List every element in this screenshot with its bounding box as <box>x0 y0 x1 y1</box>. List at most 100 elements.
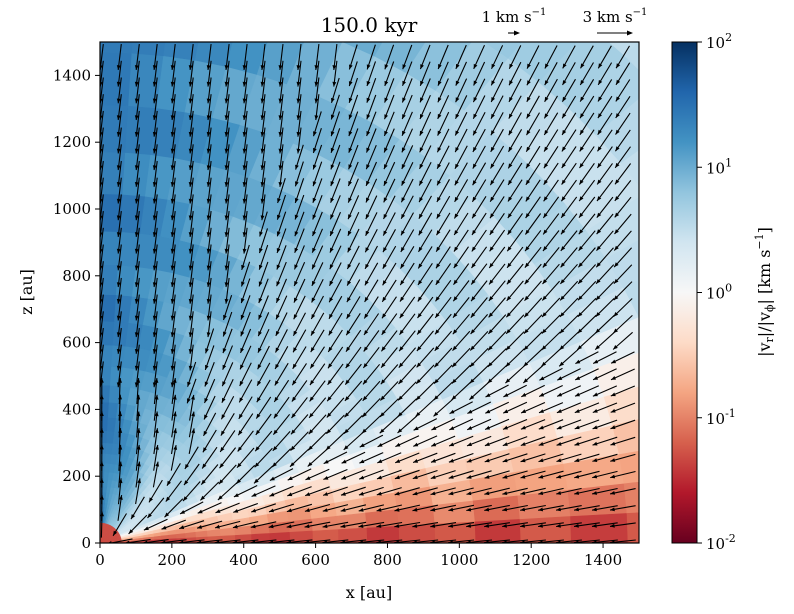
velocity-arrow <box>328 279 342 303</box>
colorbar-ticks: 10-2 10-1 100 101 102 <box>697 31 736 553</box>
heatmap-cell <box>153 535 162 541</box>
velocity-arrow <box>214 539 241 543</box>
velocity-arrow <box>542 196 560 219</box>
velocity-arrow <box>152 311 158 338</box>
velocity-arrow <box>171 394 177 421</box>
velocity-arrow <box>340 521 367 528</box>
y-tick-label: 400 <box>62 400 91 418</box>
velocity-arrow <box>596 213 614 235</box>
velocity-arrow <box>224 44 230 70</box>
x-tick-label: 200 <box>158 551 187 569</box>
velocity-arrow <box>206 160 212 187</box>
velocity-arrow <box>327 346 344 369</box>
velocity-arrow <box>595 314 615 334</box>
velocity-arrow <box>485 384 509 398</box>
velocity-arrow <box>347 211 360 237</box>
velocity-arrow <box>467 401 492 414</box>
velocity-arrow <box>328 312 343 336</box>
velocity-arrow <box>170 144 176 171</box>
x-axis-ticks: 0 200 400 600 800 1000 1200 1400 <box>95 543 622 569</box>
velocity-arrow <box>487 331 507 351</box>
velocity-arrow <box>524 230 542 252</box>
velocity-arrow <box>188 244 194 271</box>
velocity-arrow <box>278 44 284 70</box>
velocity-arrow <box>470 280 488 302</box>
velocity-arrow <box>614 180 632 202</box>
velocity-arrow <box>206 127 212 154</box>
velocity-arrow <box>508 45 522 69</box>
velocity-arrow <box>254 447 273 468</box>
velocity-arrow <box>574 368 599 381</box>
velocity-arrow <box>189 394 195 421</box>
velocity-arrow <box>416 313 434 335</box>
velocity-arrow <box>188 277 194 304</box>
velocity-arrow <box>236 447 255 469</box>
x-tick-label: 1400 <box>584 551 622 569</box>
velocity-arrow <box>562 62 576 86</box>
heatmap-cell <box>519 516 572 543</box>
velocity-arrow <box>170 294 176 321</box>
velocity-arrow <box>398 347 417 368</box>
heatmap-cell <box>593 352 639 398</box>
velocity-arrow <box>579 129 595 152</box>
velocity-arrow <box>508 129 523 153</box>
velocity-arrow <box>419 78 431 103</box>
velocity-arrow <box>485 401 510 414</box>
velocity-arrow <box>134 110 140 137</box>
velocity-arrow <box>537 539 564 543</box>
velocity-arrow <box>239 345 252 370</box>
velocity-arrow <box>134 127 140 154</box>
velocity-arrow <box>415 381 435 401</box>
velocity-arrow <box>346 279 361 303</box>
velocity-arrow <box>466 487 492 496</box>
velocity-arrow <box>490 61 504 86</box>
velocity-arrow <box>615 112 631 135</box>
velocity-arrow <box>383 94 395 120</box>
velocity-arrow <box>416 347 435 368</box>
velocity-arrow <box>152 211 158 237</box>
velocity-arrow <box>376 469 402 480</box>
velocity-arrow <box>364 228 378 253</box>
velocity-arrow <box>255 413 272 436</box>
velocity-arrow <box>148 479 163 503</box>
velocity-arrow <box>188 44 194 70</box>
velocity-arrow <box>542 247 560 268</box>
velocity-arrow <box>164 498 184 518</box>
velocity-arrow <box>412 452 438 464</box>
velocity-arrow <box>448 522 475 528</box>
y-tick-label: 1200 <box>53 133 91 151</box>
velocity-arrow <box>379 398 399 418</box>
velocity-arrow <box>419 44 431 70</box>
velocity-arrow <box>596 230 614 251</box>
velocity-arrow <box>215 502 240 514</box>
velocity-arrow <box>292 346 307 370</box>
velocity-arrow <box>260 77 266 104</box>
velocity-arrow <box>502 401 528 414</box>
velocity-arrow <box>596 146 613 169</box>
velocity-arrow <box>327 363 344 386</box>
heatmap-cell <box>735 163 794 223</box>
velocity-arrow <box>251 485 276 498</box>
velocity-arrow <box>152 144 158 171</box>
velocity-arrow <box>260 94 266 121</box>
velocity-arrow <box>525 179 541 202</box>
velocity-arrow <box>170 227 176 254</box>
velocity-arrow <box>417 279 434 302</box>
colorbar-tick-label: 10-1 <box>706 407 736 428</box>
velocity-arrow <box>506 246 524 269</box>
velocity-arrow <box>241 244 250 271</box>
velocity-arrow <box>610 470 636 479</box>
velocity-arrow <box>197 502 222 514</box>
velocity-arrow <box>256 362 271 386</box>
velocity-arrow <box>491 45 504 70</box>
velocity-arrow <box>415 364 435 385</box>
velocity-arrow <box>258 228 269 254</box>
velocity-arrow <box>326 380 344 402</box>
velocity-arrow <box>592 470 618 479</box>
velocity-arrow <box>188 144 194 171</box>
velocity-arrow <box>366 61 377 87</box>
velocity-arrow <box>595 298 615 318</box>
heatmap-cell <box>185 531 197 539</box>
velocity-arrow <box>348 144 359 170</box>
velocity-arrow <box>361 415 382 434</box>
